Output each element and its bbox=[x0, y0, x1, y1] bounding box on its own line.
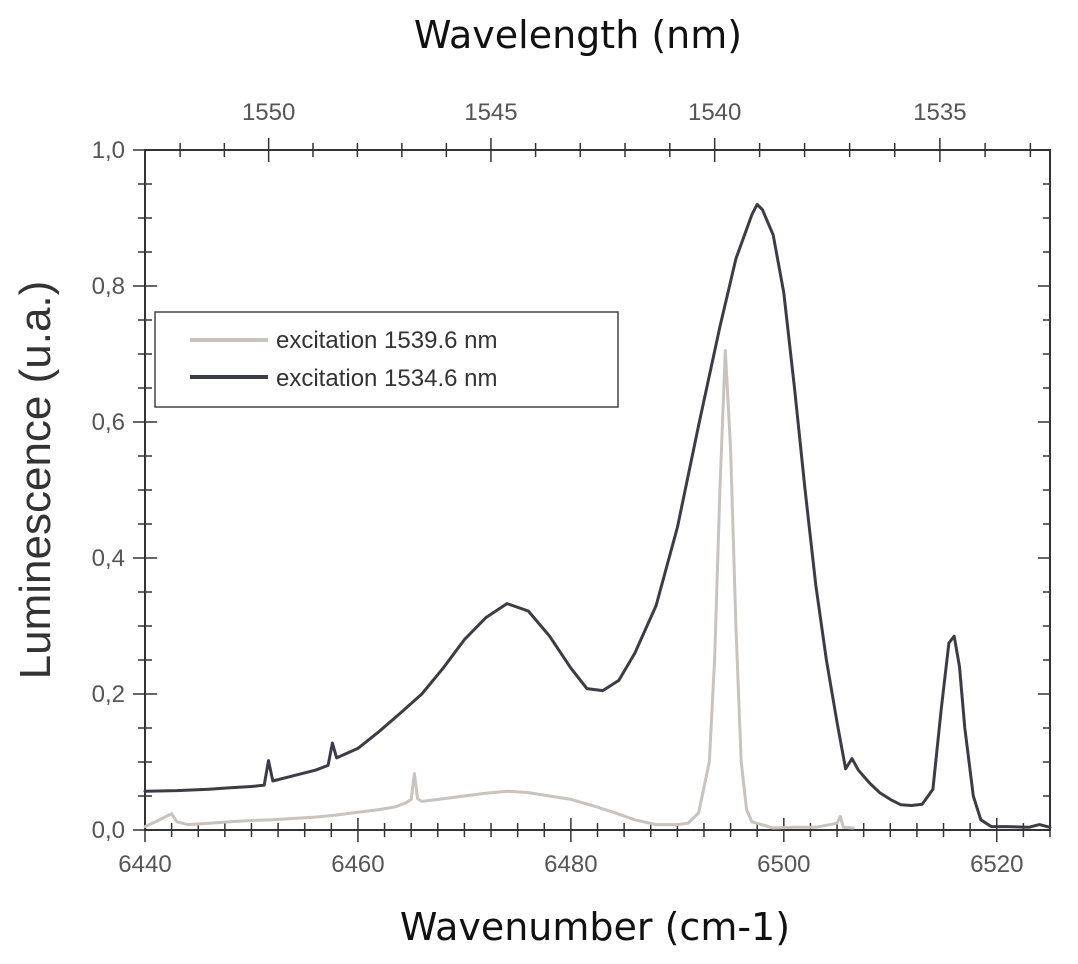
x-axis-title: Wavenumber (cm-1) bbox=[400, 905, 790, 949]
legend-label-2: excitation 1534.6 nm bbox=[276, 365, 497, 392]
x-tick-label: 6440 bbox=[118, 851, 171, 878]
series-line-2 bbox=[143, 202, 1052, 829]
top-tick-label: 1550 bbox=[242, 99, 295, 126]
legend: excitation 1539.6 nm excitation 1534.6 n… bbox=[154, 311, 619, 408]
top-tick-labels: 1550 1545 1540 1535 bbox=[242, 99, 967, 126]
series-line-1 bbox=[143, 349, 855, 830]
x-tick-label: 6480 bbox=[544, 851, 597, 878]
y-tick-label: 0,8 bbox=[92, 273, 125, 300]
y-tick-label: 1,0 bbox=[92, 137, 125, 164]
y-tick-label: 0,6 bbox=[92, 409, 125, 436]
y-tick-label: 0,4 bbox=[92, 545, 125, 572]
y-axis-title: Luminescence (u.a.) bbox=[11, 281, 60, 680]
y-tick-label: 0,0 bbox=[92, 817, 125, 844]
x-tick-label: 6520 bbox=[970, 851, 1023, 878]
x-tick-label: 6460 bbox=[331, 851, 384, 878]
legend-box bbox=[154, 311, 619, 408]
y-tick-label: 0,2 bbox=[92, 681, 125, 708]
x-tick-label: 6500 bbox=[757, 851, 810, 878]
plot-frame bbox=[144, 149, 1051, 831]
legend-label-1: excitation 1539.6 nm bbox=[276, 327, 497, 354]
top-axis-title: Wavelength (nm) bbox=[414, 13, 742, 57]
series-lines bbox=[143, 202, 1052, 830]
top-tick-label: 1540 bbox=[688, 99, 741, 126]
x-tick-labels: 6440 6460 6480 6500 6520 bbox=[118, 851, 1023, 878]
top-tick-label: 1535 bbox=[913, 99, 966, 126]
top-tick-label: 1545 bbox=[464, 99, 517, 126]
y-tick-labels: 0,0 0,2 0,4 0,6 0,8 1,0 bbox=[92, 137, 125, 844]
axis-ticks bbox=[133, 138, 1051, 842]
